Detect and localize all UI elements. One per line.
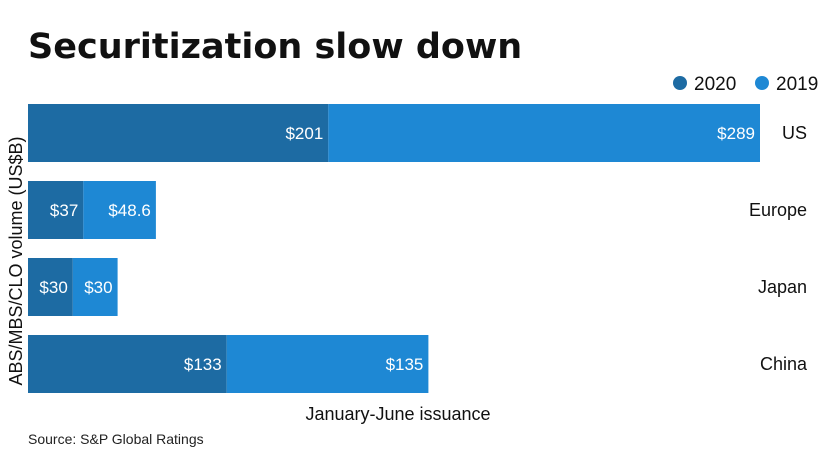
category-label-japan: Japan bbox=[758, 277, 807, 297]
bar-2019-china bbox=[226, 335, 429, 393]
source-note: Source: S&P Global Ratings bbox=[28, 431, 204, 447]
y-axis-label: ABS/MBS/CLO volume (US$B) bbox=[6, 136, 26, 385]
bar-2019-us bbox=[328, 104, 760, 162]
bar-label-2020-japan: $30 bbox=[39, 278, 67, 297]
bar-label-2020-europe: $37 bbox=[50, 201, 78, 220]
bar-2020-japan bbox=[28, 258, 73, 316]
legend-swatch-2020 bbox=[673, 76, 687, 90]
bar-label-2019-us: $289 bbox=[717, 124, 755, 143]
chart-title: Securitization slow down bbox=[28, 27, 522, 67]
x-axis-label: January-June issuance bbox=[305, 404, 490, 424]
category-labels: US Europe Japan China bbox=[749, 123, 808, 374]
bar-2019-europe bbox=[83, 181, 156, 239]
bar-label-2019-china: $135 bbox=[386, 355, 424, 374]
legend-label-2020: 2020 bbox=[694, 74, 736, 95]
bar-2020-us bbox=[28, 104, 329, 162]
bar-label-2020-china: $133 bbox=[184, 355, 222, 374]
category-label-china: China bbox=[760, 354, 808, 374]
bar-2020-europe bbox=[28, 181, 84, 239]
category-label-europe: Europe bbox=[749, 200, 807, 220]
bars: $201 $289 $37 $48.6 $30 $30 $133 $135 bbox=[28, 104, 760, 393]
bar-label-2019-europe: $48.6 bbox=[108, 201, 151, 220]
bar-label-2020-us: $201 bbox=[285, 124, 323, 143]
bar-2019-japan bbox=[72, 258, 118, 316]
legend: 2020 2019 bbox=[673, 74, 818, 95]
category-label-us: US bbox=[782, 123, 807, 143]
bar-2020-china bbox=[28, 335, 227, 393]
legend-label-2019: 2019 bbox=[776, 74, 818, 95]
bar-label-2019-japan: $30 bbox=[84, 278, 112, 297]
legend-swatch-2019 bbox=[755, 76, 769, 90]
